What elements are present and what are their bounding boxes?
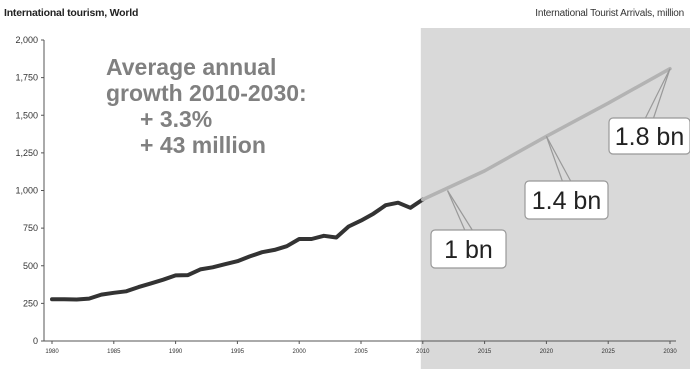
x-tick-label: 2030: [663, 349, 677, 355]
chart-title: International tourism, World: [4, 7, 139, 19]
x-tick-label: 2015: [478, 349, 492, 355]
callout-leader: [545, 136, 563, 182]
callout-label: 1 bn: [444, 236, 493, 264]
y-tick-label: 2,000: [15, 35, 38, 45]
x-tick-label: 2025: [602, 349, 616, 355]
x-tick-label: 1980: [45, 349, 59, 355]
callout-label: 1.8 bn: [615, 123, 685, 151]
callout-leader: [652, 68, 671, 119]
y-tick-label: 750: [23, 223, 38, 233]
callout-box: [430, 229, 507, 269]
annotation-line-2: growth 2010-2030:: [106, 80, 307, 106]
annotation-line-4: + 43 million: [140, 132, 266, 158]
callout-leader: [446, 190, 466, 231]
chart-subtitle: International Tourist Arrivals, million: [535, 8, 684, 19]
x-tick-label: 2005: [354, 349, 368, 355]
x-tick-label: 1990: [169, 349, 183, 355]
y-tick-label: 1,250: [15, 148, 38, 158]
callout-label: 1.4 bn: [532, 187, 602, 215]
y-tick-label: 250: [23, 298, 38, 308]
y-tick-label: 1,750: [15, 73, 38, 83]
x-tick-label: 2020: [540, 349, 554, 355]
callout-box: [524, 180, 609, 220]
callout-leader: [644, 68, 671, 119]
y-tick-label: 1,500: [15, 110, 38, 120]
annotation-line-3: + 3.3%: [140, 106, 213, 132]
y-tick-label: 500: [23, 261, 38, 271]
series-line-forecast: [421, 66, 672, 202]
x-tick-label: 1985: [107, 349, 121, 355]
x-tick-label: 2010: [416, 349, 430, 355]
growth-annotation: Average annual growth 2010-2030: + 3.3% …: [106, 54, 307, 158]
callout-leader: [447, 190, 473, 231]
callout-leader: [545, 136, 572, 182]
callout-box: [608, 117, 690, 155]
x-tick-label: 1995: [231, 349, 245, 355]
y-tick-label: 0: [33, 336, 38, 346]
series-line-actual: [50, 197, 425, 302]
y-tick-label: 1,000: [15, 186, 38, 196]
annotation-line-1: Average annual: [106, 54, 277, 80]
x-tick-label: 2000: [293, 349, 307, 355]
